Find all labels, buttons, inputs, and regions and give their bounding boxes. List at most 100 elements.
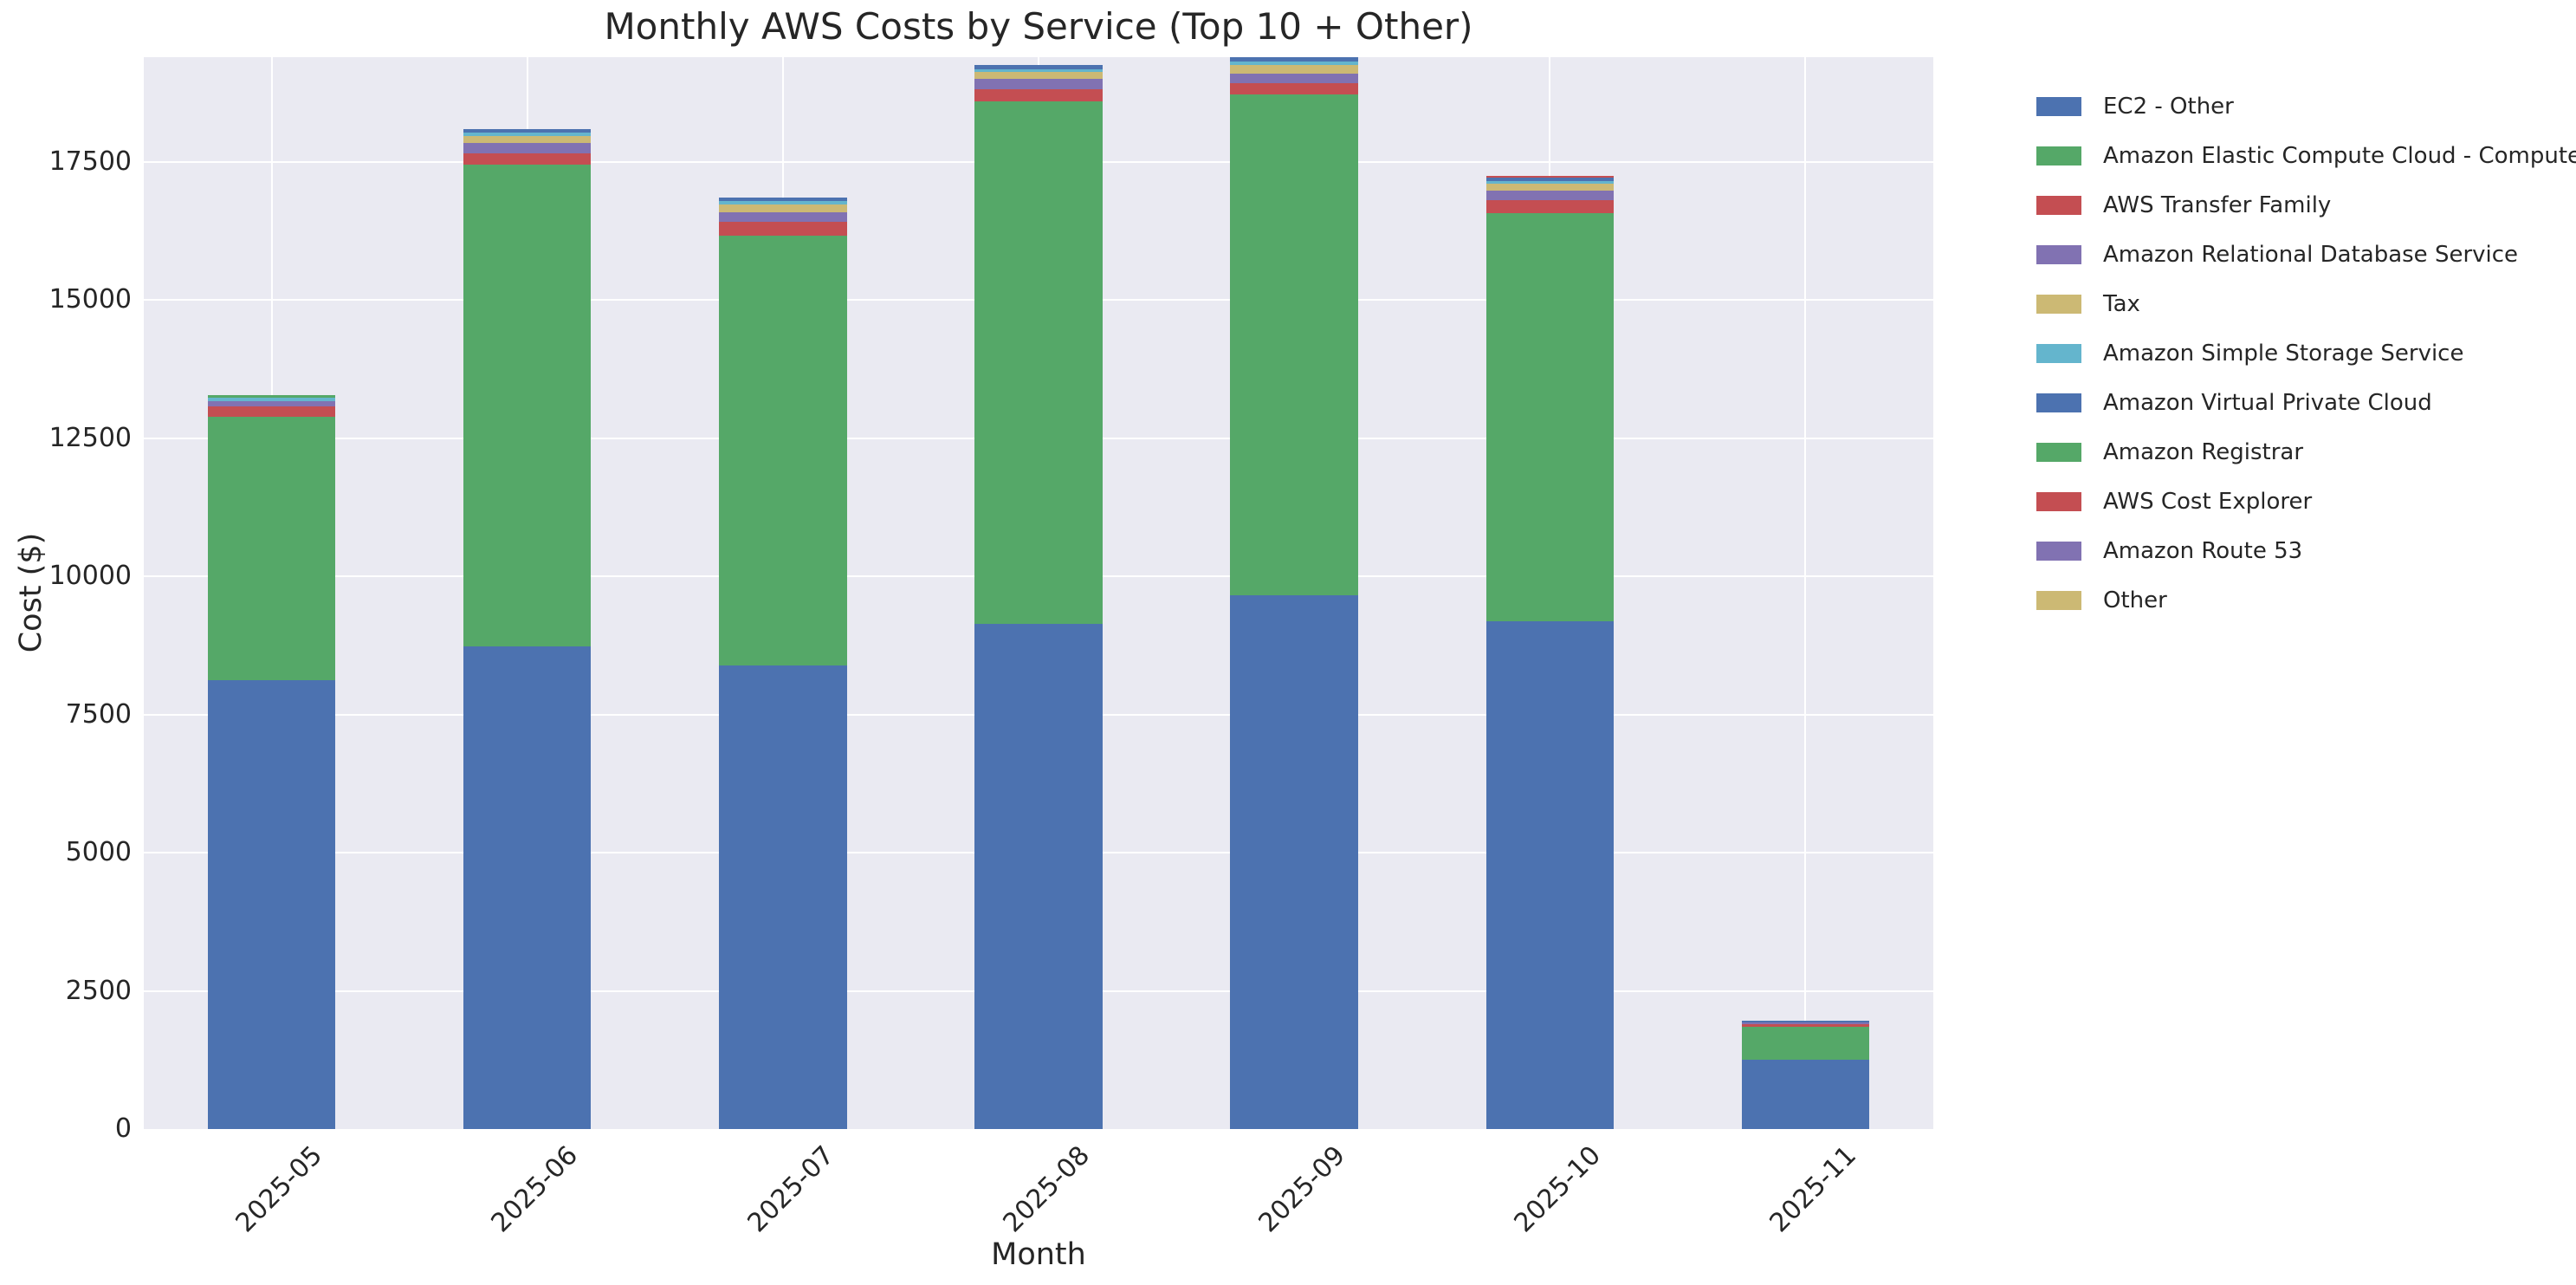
- legend-swatch-amazon-virtual-private-cloud: [2036, 393, 2081, 412]
- bar-2025-09-amazon-virtual-private-cloud: [1230, 57, 1358, 62]
- bar-2025-05-amazon-relational-database-service: [207, 401, 336, 407]
- bar-2025-05-amazon-simple-storage-service: [207, 398, 336, 402]
- y-tick-label-15000: 15000: [49, 284, 132, 315]
- bar-2025-06-tax: [463, 135, 592, 143]
- bar-2025-05-amazon-elastic-compute-cloud-compute: [207, 417, 336, 680]
- bar-2025-10-tax: [1485, 184, 1615, 191]
- legend-item-amazon-virtual-private-cloud: Amazon Virtual Private Cloud: [2036, 378, 2576, 427]
- bar-2025-10-amazon-elastic-compute-cloud-compute: [1485, 212, 1615, 621]
- bar-2025-09-amazon-elastic-compute-cloud-compute: [1230, 94, 1358, 595]
- bar-2025-05-amazon-registrar: [207, 395, 336, 399]
- x-tick-label-2025-11: 2025-11: [1764, 1139, 1863, 1239]
- x-axis-label: Month: [991, 1237, 1086, 1272]
- legend-label-other: Other: [2103, 587, 2167, 613]
- y-tick-label-2500: 2500: [65, 975, 132, 1006]
- bar-2025-09-aws-transfer-family: [1230, 82, 1358, 94]
- legend-swatch-ec2-other: [2036, 96, 2081, 116]
- bar-2025-10-amazon-virtual-private-cloud: [1485, 178, 1615, 181]
- y-tick-label-12500: 12500: [49, 422, 132, 453]
- legend-label-aws-cost-explorer: AWS Cost Explorer: [2103, 488, 2313, 515]
- bar-2025-07-amazon-elastic-compute-cloud-compute: [719, 235, 847, 665]
- bar-2025-07-amazon-virtual-private-cloud: [719, 198, 847, 202]
- gridline-x-2025-11: [1804, 57, 1807, 1129]
- bar-2025-07-ec2-other: [719, 665, 847, 1129]
- bar-2025-11-ec2-other: [1741, 1060, 1870, 1129]
- legend-item-ec2-other: EC2 - Other: [2036, 81, 2576, 131]
- legend-swatch-tax: [2036, 294, 2081, 314]
- bar-2025-06-aws-transfer-family: [463, 153, 592, 165]
- legend-label-ec2-other: EC2 - Other: [2103, 93, 2234, 120]
- legend-item-amazon-elastic-compute-cloud-compute: Amazon Elastic Compute Cloud - Compute: [2036, 131, 2576, 180]
- legend-swatch-amazon-relational-database-service: [2036, 244, 2081, 264]
- y-tick-label-10000: 10000: [49, 561, 132, 591]
- legend-item-amazon-registrar: Amazon Registrar: [2036, 427, 2576, 477]
- bar-2025-09-tax: [1230, 64, 1358, 74]
- x-tick-label-2025-05: 2025-05: [230, 1139, 329, 1239]
- bar-2025-08-amazon-relational-database-service: [974, 79, 1103, 90]
- bar-2025-08-amazon-simple-storage-service: [974, 68, 1103, 73]
- bar-2025-08-amazon-elastic-compute-cloud-compute: [974, 101, 1103, 624]
- bar-2025-05-aws-transfer-family: [207, 406, 336, 418]
- x-tick-label-2025-06: 2025-06: [485, 1139, 585, 1239]
- bar-2025-06-amazon-simple-storage-service: [463, 133, 592, 136]
- bar-2025-07-tax: [719, 204, 847, 212]
- legend-item-amazon-simple-storage-service: Amazon Simple Storage Service: [2036, 328, 2576, 378]
- bar-2025-07-amazon-simple-storage-service: [719, 201, 847, 204]
- legend: EC2 - Other Amazon Elastic Compute Cloud …: [2036, 81, 2576, 625]
- bar-2025-10-aws-transfer-family: [1485, 200, 1615, 213]
- y-tick-label-7500: 7500: [65, 698, 132, 730]
- bar-2025-09-amazon-relational-database-service: [1230, 73, 1358, 83]
- legend-label-amazon-route-53: Amazon Route 53: [2103, 537, 2303, 564]
- x-tick-label-2025-09: 2025-09: [1252, 1139, 1351, 1239]
- bar-2025-10-aws-cost-explorer: [1485, 175, 1615, 178]
- legend-label-amazon-virtual-private-cloud: Amazon Virtual Private Cloud: [2103, 389, 2432, 416]
- bar-2025-11-aws-transfer-family: [1741, 1024, 1870, 1028]
- bar-2025-06-ec2-other: [463, 646, 592, 1129]
- bar-2025-07-aws-transfer-family: [719, 222, 847, 236]
- legend-swatch-aws-cost-explorer: [2036, 491, 2081, 511]
- bar-2025-06-amazon-virtual-private-cloud: [463, 128, 592, 133]
- bar-2025-08-amazon-virtual-private-cloud: [974, 64, 1103, 69]
- legend-label-amazon-relational-database-service: Amazon Relational Database Service: [2103, 241, 2519, 268]
- legend-swatch-amazon-simple-storage-service: [2036, 343, 2081, 363]
- bar-2025-08-ec2-other: [974, 623, 1103, 1129]
- y-tick-label-5000: 5000: [65, 837, 132, 867]
- bar-2025-06-amazon-relational-database-service: [463, 142, 592, 153]
- legend-swatch-other: [2036, 590, 2081, 610]
- legend-item-other: Other: [2036, 575, 2576, 625]
- legend-item-amazon-route-53: Amazon Route 53: [2036, 526, 2576, 575]
- legend-label-amazon-simple-storage-service: Amazon Simple Storage Service: [2103, 340, 2464, 367]
- bar-2025-08-aws-transfer-family: [974, 89, 1103, 102]
- legend-swatch-aws-transfer-family: [2036, 195, 2081, 215]
- legend-item-tax: Tax: [2036, 279, 2576, 328]
- bar-2025-11-amazon-virtual-private-cloud: [1741, 1020, 1870, 1022]
- legend-swatch-amazon-registrar: [2036, 442, 2081, 462]
- legend-swatch-amazon-elastic-compute-cloud-compute: [2036, 146, 2081, 165]
- bar-2025-10-amazon-simple-storage-service: [1485, 180, 1615, 185]
- bar-2025-11-amazon-elastic-compute-cloud-compute: [1741, 1027, 1870, 1061]
- legend-label-amazon-registrar: Amazon Registrar: [2103, 438, 2304, 465]
- y-tick-label-17500: 17500: [49, 146, 132, 177]
- bar-2025-06-amazon-elastic-compute-cloud-compute: [463, 165, 592, 647]
- bar-2025-07-amazon-relational-database-service: [719, 211, 847, 223]
- x-tick-label-2025-07: 2025-07: [741, 1139, 840, 1239]
- y-tick-label-0: 0: [114, 1113, 132, 1144]
- bar-2025-10-ec2-other: [1485, 620, 1615, 1129]
- bar-2025-05-ec2-other: [207, 679, 336, 1129]
- legend-label-amazon-elastic-compute-cloud-compute: Amazon Elastic Compute Cloud - Compute: [2103, 142, 2576, 169]
- bar-2025-11-amazon-relational-database-service: [1741, 1022, 1870, 1025]
- legend-item-aws-cost-explorer: AWS Cost Explorer: [2036, 477, 2576, 526]
- x-tick-label-2025-10: 2025-10: [1508, 1139, 1607, 1239]
- legend-label-tax: Tax: [2103, 290, 2140, 317]
- legend-swatch-amazon-route-53: [2036, 541, 2081, 561]
- bar-2025-09-ec2-other: [1230, 594, 1358, 1129]
- plot-area: [144, 57, 1933, 1129]
- x-tick-label-2025-08: 2025-08: [997, 1139, 1096, 1239]
- bar-2025-08-tax: [974, 72, 1103, 80]
- legend-item-aws-transfer-family: AWS Transfer Family: [2036, 180, 2576, 230]
- y-axis-label: Cost ($): [14, 532, 49, 653]
- bar-2025-09-amazon-simple-storage-service: [1230, 61, 1358, 65]
- legend-item-amazon-relational-database-service: Amazon Relational Database Service: [2036, 230, 2576, 279]
- bar-2025-10-amazon-relational-database-service: [1485, 191, 1615, 201]
